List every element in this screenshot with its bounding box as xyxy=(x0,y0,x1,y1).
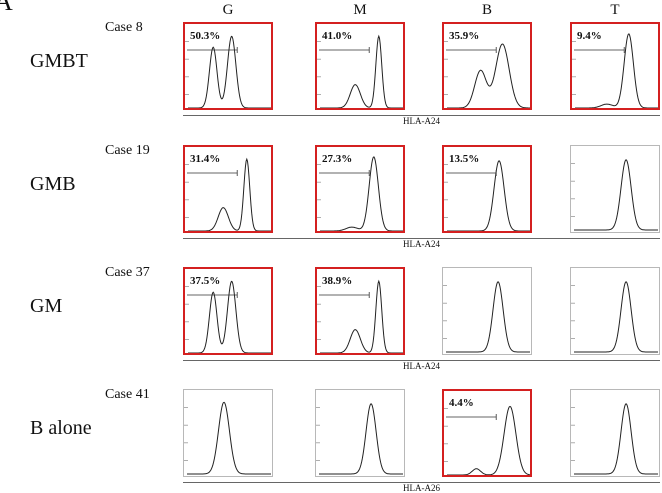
histogram-plot: 9.4% xyxy=(570,22,660,110)
group-label: GM xyxy=(30,295,63,317)
histogram-plot: 35.9% xyxy=(442,22,532,110)
histogram-plot: 50.3% xyxy=(183,22,273,110)
histogram-curve-area xyxy=(184,401,271,475)
panel-letter: A xyxy=(0,0,13,16)
group-label: B alone xyxy=(30,417,92,439)
histogram-curve-area xyxy=(185,280,271,353)
histogram-curve xyxy=(188,35,271,108)
histogram-curve-area xyxy=(571,159,658,231)
histogram-curve-area xyxy=(571,403,658,475)
group-label: GMB xyxy=(30,173,76,195)
histogram-curve xyxy=(188,157,271,231)
case-label: Case 41 xyxy=(105,387,150,402)
histogram-curve-area xyxy=(317,34,403,108)
histogram-curve xyxy=(574,159,658,231)
histogram-curve xyxy=(447,160,530,231)
histogram-plot: 38.9% xyxy=(315,267,405,355)
histogram-plot: 31.4% xyxy=(183,145,273,233)
x-axis-label: HLA-A24 xyxy=(403,116,440,126)
percent-label: 41.0% xyxy=(322,30,353,42)
percent-label: 27.3% xyxy=(322,153,353,165)
histogram-curve-area xyxy=(571,281,658,353)
column-header-m: M xyxy=(353,2,367,18)
case-label: Case 37 xyxy=(105,265,150,280)
histogram-curve xyxy=(574,403,658,475)
x-axis-label: HLA-A24 xyxy=(403,361,440,371)
column-header-g: G xyxy=(222,2,234,18)
x-axis-line xyxy=(183,360,660,361)
percent-label: 4.4% xyxy=(449,397,474,409)
histogram-curve-area xyxy=(317,156,403,231)
x-axis-line xyxy=(183,115,660,116)
histogram-curve xyxy=(320,34,403,108)
x-axis-line xyxy=(183,238,660,239)
histogram-plot xyxy=(570,267,660,355)
histogram-plot xyxy=(183,389,273,477)
histogram-curve xyxy=(320,156,403,231)
histogram-curve xyxy=(320,279,403,353)
percent-label: 9.4% xyxy=(577,30,602,42)
histogram-curve xyxy=(319,403,403,475)
histogram-curve xyxy=(188,280,271,353)
histogram-plot: 13.5% xyxy=(442,145,532,233)
x-axis-label: HLA-A24 xyxy=(403,239,440,249)
histogram-curve-area xyxy=(572,33,658,108)
percent-label: 35.9% xyxy=(449,30,480,42)
histogram-plot: 37.5% xyxy=(183,267,273,355)
histogram-curve-area xyxy=(444,41,530,108)
histogram-curve-area xyxy=(317,279,403,353)
histogram-plot xyxy=(442,267,532,355)
histogram-curve-area xyxy=(185,157,271,231)
histogram-plot xyxy=(570,389,660,477)
column-header-t: T xyxy=(610,2,620,18)
histogram-curve xyxy=(187,401,271,475)
histogram-curve xyxy=(447,405,530,475)
histogram-plot: 4.4% xyxy=(442,389,532,477)
histogram-plot: 27.3% xyxy=(315,145,405,233)
case-label: Case 19 xyxy=(105,143,150,158)
histogram-curve-area xyxy=(185,35,271,108)
histogram-plot xyxy=(315,389,405,477)
histogram-curve-area xyxy=(444,160,530,231)
histogram-plot xyxy=(570,145,660,233)
histogram-curve-area xyxy=(443,281,530,353)
x-axis-label: HLA-A26 xyxy=(403,483,440,493)
histogram-plot: 41.0% xyxy=(315,22,405,110)
percent-label: 50.3% xyxy=(190,30,221,42)
histogram-curve-area xyxy=(444,405,530,475)
percent-label: 31.4% xyxy=(190,153,221,165)
case-label: Case 8 xyxy=(105,20,143,35)
x-axis-line xyxy=(183,482,660,483)
histogram-curve xyxy=(574,281,658,353)
histogram-curve-area xyxy=(316,403,403,475)
column-header-b: B xyxy=(481,2,492,18)
group-label: GMBT xyxy=(30,50,88,72)
histogram-curve xyxy=(447,43,530,108)
percent-label: 37.5% xyxy=(190,275,221,287)
histogram-curve xyxy=(446,281,530,353)
histogram-curve xyxy=(575,33,658,108)
percent-label: 38.9% xyxy=(322,275,353,287)
percent-label: 13.5% xyxy=(449,153,480,165)
